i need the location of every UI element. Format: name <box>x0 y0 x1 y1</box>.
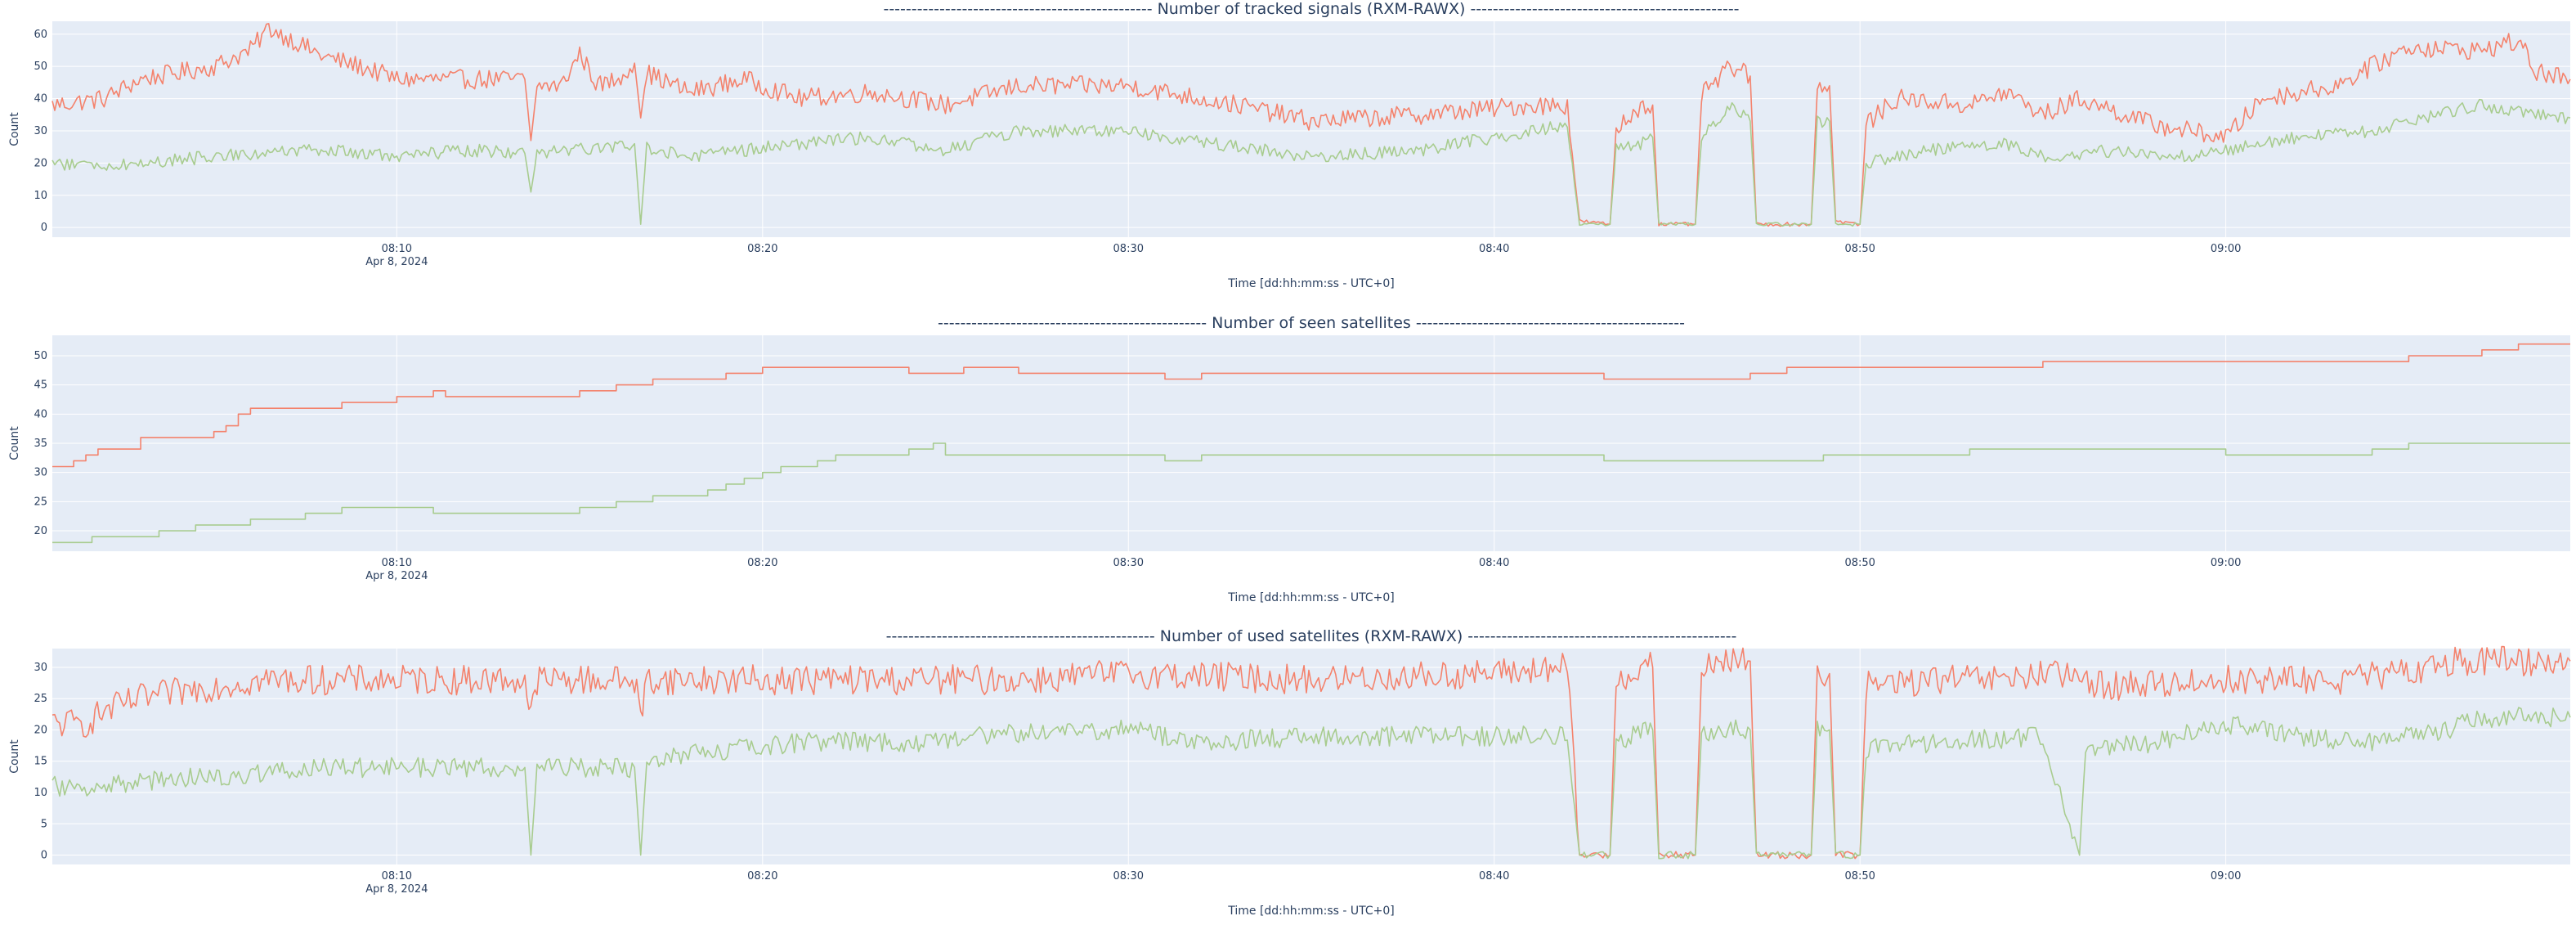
x-axis-label: Time [dd:hh:mm:ss - UTC+0] <box>1227 591 1395 604</box>
y-tick-label: 10 <box>34 787 47 799</box>
x-tick-label: 09:00 <box>2211 243 2241 255</box>
x-tick-label: 08:10 <box>382 243 412 255</box>
x-tick-sublabel: Apr 8, 2024 <box>365 256 428 268</box>
y-tick-label: 20 <box>34 157 47 169</box>
x-axis-label: Time [dd:hh:mm:ss - UTC+0] <box>1227 905 1395 918</box>
series-line-1 <box>52 23 2571 227</box>
y-axis-label: Count <box>8 112 21 146</box>
y-tick-label: 25 <box>34 693 47 705</box>
x-tick-label: 08:30 <box>1113 557 1144 569</box>
y-tick-label: 30 <box>34 662 47 674</box>
chart-title: ----------------------------------------… <box>883 0 1739 18</box>
chart-title: ----------------------------------------… <box>886 627 1737 645</box>
plot-area <box>52 21 2570 237</box>
y-axis-label: Count <box>8 739 21 774</box>
x-tick-label: 08:50 <box>1844 870 1875 882</box>
series-line-2 <box>52 707 2571 860</box>
x-tick-label: 08:30 <box>1113 243 1144 255</box>
x-tick-label: 08:50 <box>1844 243 1875 255</box>
x-tick-label: 08:40 <box>1479 870 1509 882</box>
series-line-2 <box>52 98 2571 227</box>
y-tick-label: 20 <box>34 525 47 537</box>
y-tick-label: 20 <box>34 724 47 736</box>
x-tick-label: 08:40 <box>1479 557 1509 569</box>
series-line-1 <box>52 645 2571 860</box>
x-tick-sublabel: Apr 8, 2024 <box>365 570 428 582</box>
y-tick-label: 35 <box>34 438 47 450</box>
x-tick-label: 09:00 <box>2211 557 2241 569</box>
y-tick-label: 30 <box>34 125 47 137</box>
y-tick-label: 0 <box>41 222 47 234</box>
x-tick-label: 08:10 <box>382 557 412 569</box>
y-tick-label: 45 <box>34 379 47 392</box>
y-tick-label: 60 <box>34 29 47 41</box>
x-tick-label: 08:40 <box>1479 243 1509 255</box>
x-tick-label: 08:50 <box>1844 557 1875 569</box>
y-tick-label: 40 <box>34 93 47 106</box>
x-tick-label: 08:20 <box>747 870 777 882</box>
x-tick-sublabel: Apr 8, 2024 <box>365 883 428 896</box>
y-tick-label: 0 <box>41 850 47 862</box>
y-tick-label: 30 <box>34 467 47 479</box>
y-tick-label: 10 <box>34 190 47 202</box>
series-line-2 <box>52 442 2570 544</box>
x-tick-label: 08:20 <box>747 243 777 255</box>
y-tick-label: 25 <box>34 496 47 508</box>
y-tick-label: 15 <box>34 756 47 768</box>
y-tick-label: 40 <box>34 408 47 420</box>
series-line-1 <box>52 343 2570 468</box>
y-axis-label: Count <box>8 426 21 460</box>
x-tick-label: 08:10 <box>382 870 412 882</box>
y-tick-label: 50 <box>34 350 47 362</box>
x-tick-label: 08:20 <box>747 557 777 569</box>
chart-title: ----------------------------------------… <box>938 314 1685 332</box>
x-axis-label: Time [dd:hh:mm:ss - UTC+0] <box>1227 277 1395 290</box>
y-tick-label: 5 <box>41 818 47 830</box>
x-tick-label: 08:30 <box>1113 870 1144 882</box>
x-tick-label: 09:00 <box>2211 870 2241 882</box>
y-tick-label: 50 <box>34 61 47 73</box>
